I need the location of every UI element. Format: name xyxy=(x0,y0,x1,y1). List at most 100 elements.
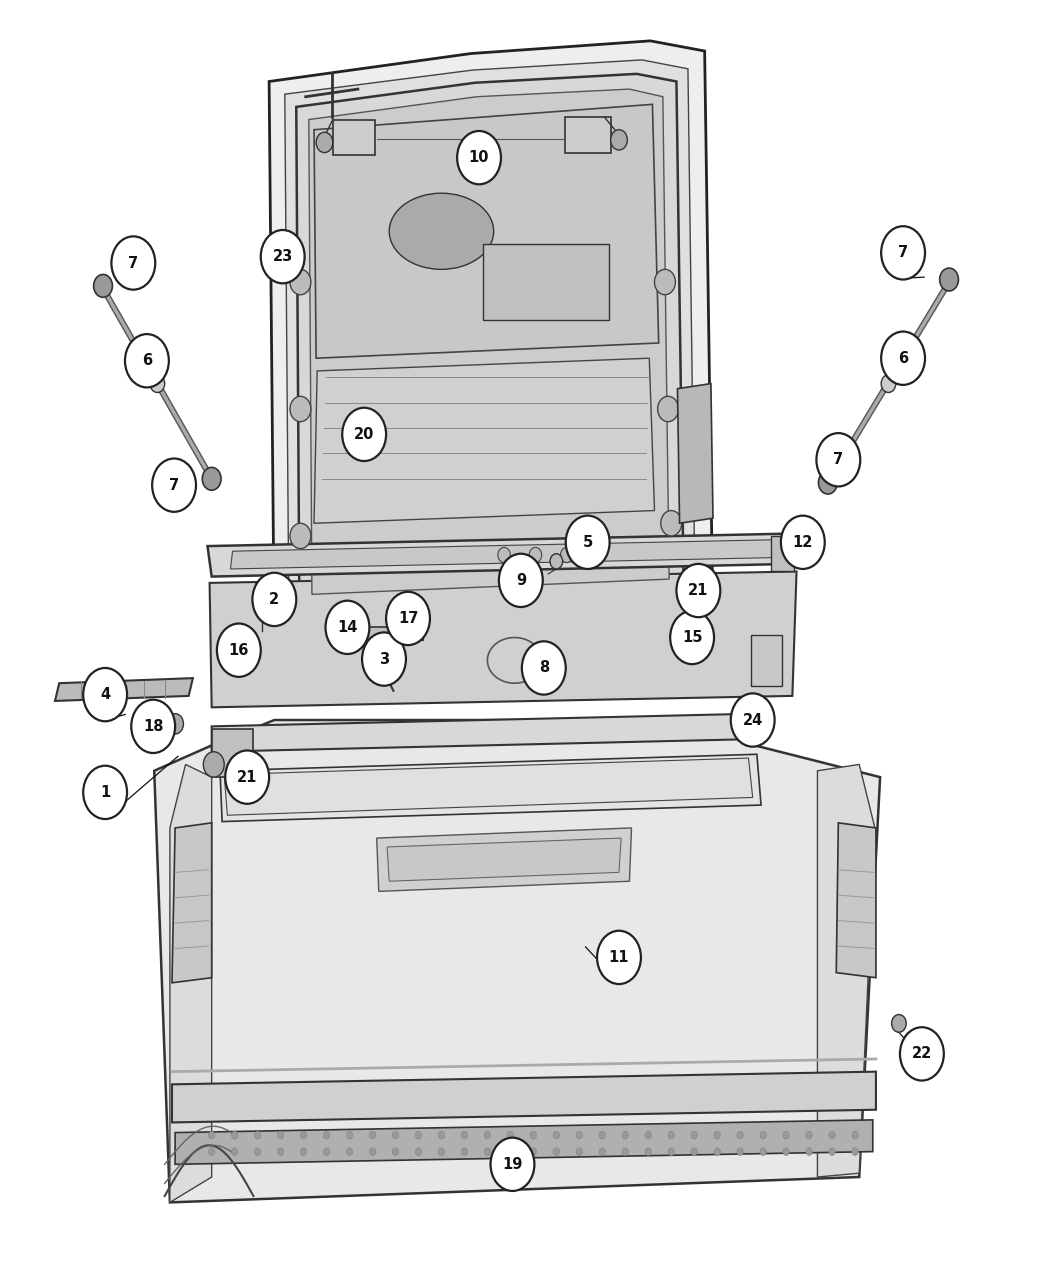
Circle shape xyxy=(277,1148,284,1155)
Circle shape xyxy=(852,1131,858,1139)
Polygon shape xyxy=(225,759,753,815)
Circle shape xyxy=(737,1148,743,1155)
Circle shape xyxy=(676,564,720,617)
Text: 12: 12 xyxy=(793,534,813,550)
Circle shape xyxy=(125,334,169,388)
Circle shape xyxy=(819,472,837,493)
Circle shape xyxy=(654,269,675,295)
FancyBboxPatch shape xyxy=(364,627,396,663)
Circle shape xyxy=(623,1148,628,1155)
Text: 7: 7 xyxy=(834,453,843,467)
Text: 2: 2 xyxy=(269,592,279,607)
Circle shape xyxy=(370,1148,376,1155)
Circle shape xyxy=(670,611,714,664)
Circle shape xyxy=(900,1028,944,1080)
Circle shape xyxy=(226,751,269,803)
Polygon shape xyxy=(172,822,212,983)
Circle shape xyxy=(817,434,860,487)
Circle shape xyxy=(438,1148,444,1155)
Circle shape xyxy=(150,375,165,393)
Circle shape xyxy=(370,1131,376,1139)
FancyBboxPatch shape xyxy=(751,635,782,686)
Circle shape xyxy=(530,1148,537,1155)
Circle shape xyxy=(881,332,925,385)
Polygon shape xyxy=(269,41,713,644)
FancyBboxPatch shape xyxy=(772,536,795,571)
Circle shape xyxy=(498,547,510,562)
FancyBboxPatch shape xyxy=(390,612,426,630)
Circle shape xyxy=(576,1131,583,1139)
Text: 8: 8 xyxy=(539,660,549,676)
Circle shape xyxy=(783,1131,790,1139)
Text: 14: 14 xyxy=(337,620,358,635)
Circle shape xyxy=(260,230,304,283)
Circle shape xyxy=(522,641,566,695)
Circle shape xyxy=(290,269,311,295)
Text: 4: 4 xyxy=(100,687,110,703)
Circle shape xyxy=(597,931,640,984)
Circle shape xyxy=(167,714,184,734)
Circle shape xyxy=(152,459,196,511)
Circle shape xyxy=(645,1131,651,1139)
Circle shape xyxy=(881,226,925,279)
Circle shape xyxy=(484,1148,490,1155)
Polygon shape xyxy=(309,89,669,594)
Polygon shape xyxy=(377,827,631,891)
Circle shape xyxy=(507,1131,513,1139)
Circle shape xyxy=(300,1148,307,1155)
Circle shape xyxy=(806,1148,813,1155)
Circle shape xyxy=(668,1131,674,1139)
Text: 3: 3 xyxy=(379,652,390,667)
Polygon shape xyxy=(314,105,658,358)
Circle shape xyxy=(111,236,155,289)
Circle shape xyxy=(323,1131,330,1139)
Circle shape xyxy=(416,1131,422,1139)
Circle shape xyxy=(714,1131,720,1139)
Polygon shape xyxy=(175,1119,873,1164)
Polygon shape xyxy=(296,74,684,609)
Text: 7: 7 xyxy=(128,255,139,270)
Circle shape xyxy=(530,1131,537,1139)
Circle shape xyxy=(252,572,296,626)
Circle shape xyxy=(131,700,175,754)
FancyBboxPatch shape xyxy=(212,729,253,778)
Circle shape xyxy=(691,1148,697,1155)
Circle shape xyxy=(484,1131,490,1139)
Circle shape xyxy=(209,1131,215,1139)
Text: 6: 6 xyxy=(142,353,152,368)
Circle shape xyxy=(346,1148,353,1155)
Circle shape xyxy=(561,547,573,562)
Polygon shape xyxy=(210,571,797,708)
Circle shape xyxy=(553,1131,560,1139)
Circle shape xyxy=(290,523,311,548)
Circle shape xyxy=(93,274,112,297)
Text: 1: 1 xyxy=(100,785,110,799)
Polygon shape xyxy=(172,1072,876,1122)
Text: 24: 24 xyxy=(742,713,762,728)
Circle shape xyxy=(891,1015,906,1033)
Polygon shape xyxy=(285,60,695,625)
Circle shape xyxy=(83,766,127,819)
Circle shape xyxy=(600,1148,606,1155)
Circle shape xyxy=(600,1131,606,1139)
Text: 15: 15 xyxy=(681,630,702,645)
Polygon shape xyxy=(55,678,193,701)
Circle shape xyxy=(457,131,501,185)
Text: 7: 7 xyxy=(169,478,180,492)
Circle shape xyxy=(386,592,429,645)
FancyBboxPatch shape xyxy=(394,627,423,640)
Circle shape xyxy=(461,1148,467,1155)
Circle shape xyxy=(668,1148,674,1155)
Polygon shape xyxy=(314,358,654,523)
FancyBboxPatch shape xyxy=(483,244,609,320)
Circle shape xyxy=(529,547,542,562)
Circle shape xyxy=(326,601,370,654)
Circle shape xyxy=(209,1148,215,1155)
Circle shape xyxy=(714,1148,720,1155)
Circle shape xyxy=(231,1148,237,1155)
Circle shape xyxy=(499,553,543,607)
Circle shape xyxy=(737,1131,743,1139)
Circle shape xyxy=(393,1131,399,1139)
Circle shape xyxy=(438,1131,444,1139)
Text: 19: 19 xyxy=(502,1156,523,1172)
